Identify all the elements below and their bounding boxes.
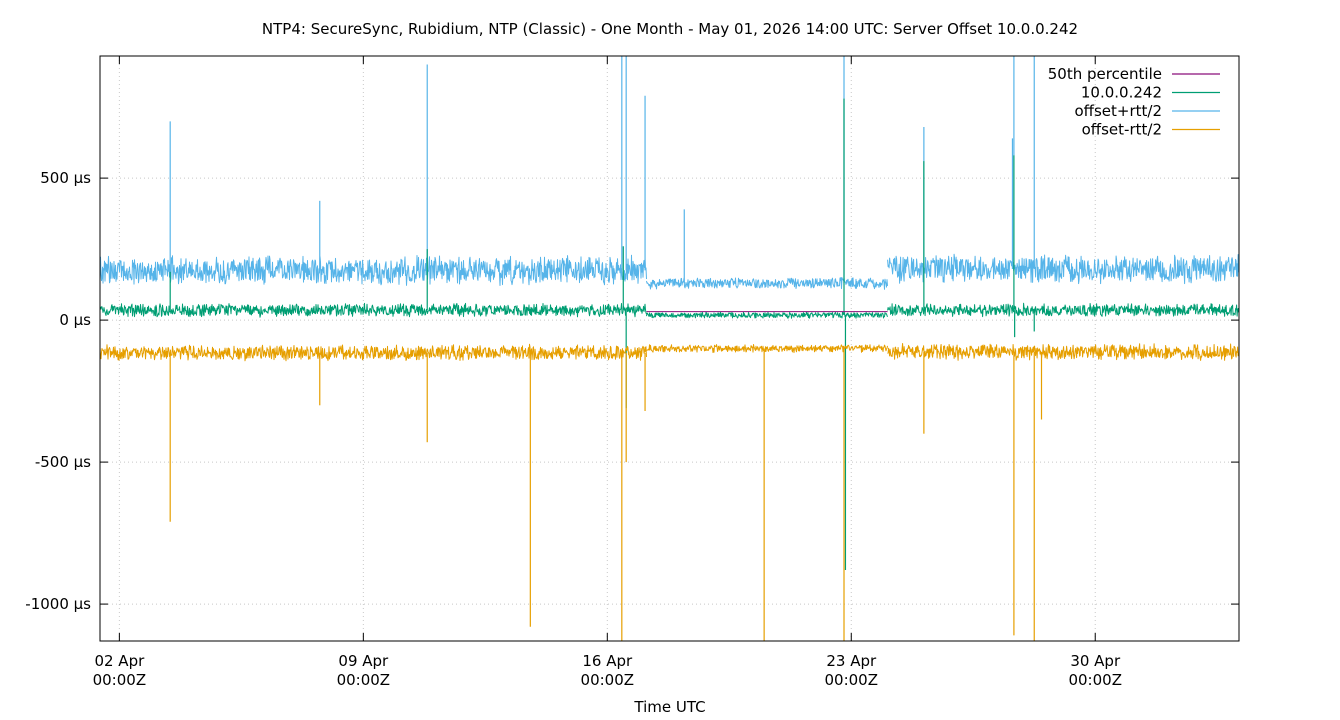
x-tick-label: 16 Apr <box>582 652 633 670</box>
series-noise-path <box>646 311 888 319</box>
x-tick-label: 00:00Z <box>1068 671 1122 689</box>
x-tick-label: 00:00Z <box>825 671 879 689</box>
series-noise-path <box>646 277 888 290</box>
x-tick-label: 00:00Z <box>93 671 147 689</box>
x-tick-label: 09 Apr <box>338 652 389 670</box>
legend-label: offset+rtt/2 <box>1074 102 1162 120</box>
x-axis-label: Time UTC <box>633 698 705 716</box>
series-2 <box>99 56 1240 290</box>
chart-title: NTP4: SecureSync, Rubidium, NTP (Classic… <box>262 20 1078 38</box>
y-tick-label: -1000 µs <box>25 595 91 613</box>
series-noise-path <box>99 343 647 362</box>
x-tick-label: 02 Apr <box>94 652 145 670</box>
series-noise-path <box>887 302 1240 318</box>
x-tick-label: 00:00Z <box>337 671 391 689</box>
x-tick-label: 00:00Z <box>581 671 635 689</box>
legend-label: 50th percentile <box>1048 65 1162 83</box>
series-noise-path <box>99 254 647 286</box>
series-noise-path <box>887 253 1240 285</box>
y-tick-label: -500 µs <box>35 453 91 471</box>
x-tick-label: 30 Apr <box>1070 652 1121 670</box>
legend: 50th percentile10.0.0.242offset+rtt/2off… <box>1048 65 1220 139</box>
y-tick-label: 500 µs <box>40 169 91 187</box>
series-noise-path <box>99 302 647 318</box>
x-tick-label: 23 Apr <box>826 652 877 670</box>
series-noise-path <box>646 344 888 354</box>
series-noise-path <box>887 343 1240 361</box>
plot-area <box>99 56 1240 641</box>
legend-label: 10.0.0.242 <box>1081 84 1162 102</box>
series-3 <box>99 343 1240 641</box>
y-tick-label: 0 µs <box>59 311 91 329</box>
plot-border <box>99 55 1240 642</box>
legend-label: offset-rtt/2 <box>1082 121 1162 139</box>
